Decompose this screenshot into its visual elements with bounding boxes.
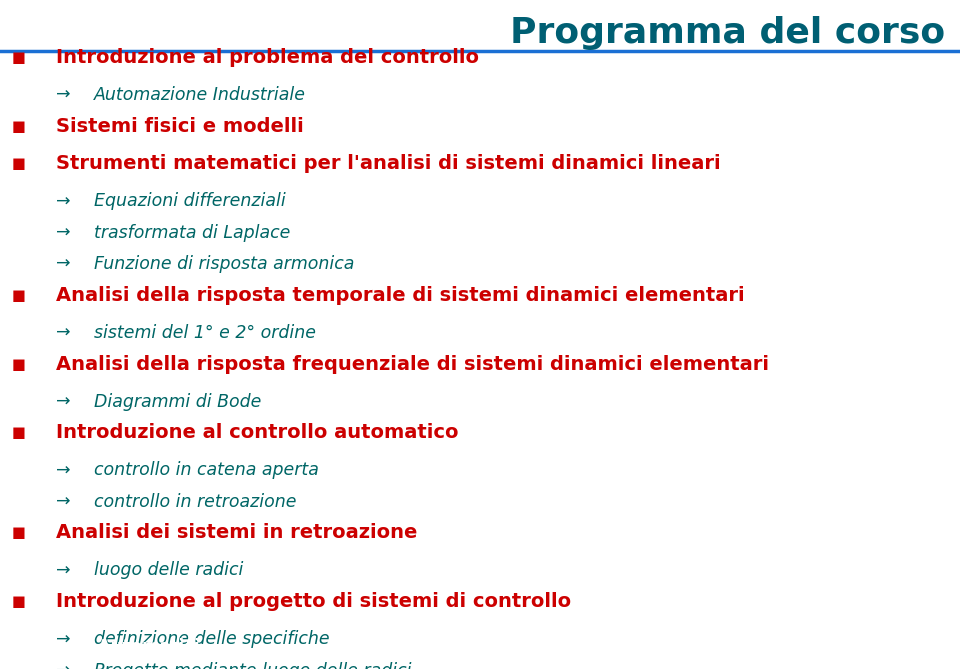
Text: Programma del corso: Programma del corso bbox=[511, 15, 946, 50]
Text: →: → bbox=[56, 561, 70, 579]
Text: Analisi dei sistemi in retroazione: Analisi dei sistemi in retroazione bbox=[56, 523, 417, 543]
Text: Analisi della risposta temporale di sistemi dinamici elementari: Analisi della risposta temporale di sist… bbox=[56, 286, 744, 305]
Text: →: → bbox=[56, 492, 70, 510]
Text: →: → bbox=[56, 462, 70, 480]
Text: ■: ■ bbox=[12, 525, 25, 541]
Text: Introduzione 4: Introduzione 4 bbox=[812, 638, 948, 656]
Text: →: → bbox=[56, 255, 70, 273]
Text: Introduzione al controllo automatico: Introduzione al controllo automatico bbox=[56, 423, 458, 442]
Text: ■: ■ bbox=[12, 357, 25, 371]
Text: definizione delle specifiche: definizione delle specifiche bbox=[94, 630, 329, 648]
Text: Diagrammi di Bode: Diagrammi di Bode bbox=[94, 393, 261, 411]
Text: controllo in catena aperta: controllo in catena aperta bbox=[94, 462, 319, 480]
Text: Funzione di risposta armonica: Funzione di risposta armonica bbox=[94, 255, 354, 273]
Text: →: → bbox=[56, 662, 70, 669]
Text: Strumenti matematici per l'analisi di sistemi dinamici lineari: Strumenti matematici per l'analisi di si… bbox=[56, 155, 720, 173]
Text: Controlli Automatici: Controlli Automatici bbox=[12, 638, 199, 656]
Text: →: → bbox=[56, 393, 70, 411]
Text: sistemi del 1° e 2° ordine: sistemi del 1° e 2° ordine bbox=[94, 324, 316, 342]
Text: ■: ■ bbox=[12, 119, 25, 134]
Text: →: → bbox=[56, 193, 70, 211]
Text: controllo in retroazione: controllo in retroazione bbox=[94, 492, 297, 510]
Text: Automazione Industriale: Automazione Industriale bbox=[94, 86, 306, 104]
Text: Equazioni differenziali: Equazioni differenziali bbox=[94, 193, 286, 211]
Text: ■: ■ bbox=[12, 288, 25, 303]
Text: trasformata di Laplace: trasformata di Laplace bbox=[94, 223, 291, 242]
Text: Analisi della risposta frequenziale di sistemi dinamici elementari: Analisi della risposta frequenziale di s… bbox=[56, 355, 769, 373]
Text: Introduzione al problema del controllo: Introduzione al problema del controllo bbox=[56, 48, 479, 67]
Text: ■: ■ bbox=[12, 157, 25, 171]
Text: ■: ■ bbox=[12, 425, 25, 440]
Text: →: → bbox=[56, 223, 70, 242]
Text: →: → bbox=[56, 630, 70, 648]
Text: ■: ■ bbox=[12, 50, 25, 65]
Text: Introduzione al progetto di sistemi di controllo: Introduzione al progetto di sistemi di c… bbox=[56, 592, 571, 611]
Text: →: → bbox=[56, 324, 70, 342]
Text: ■: ■ bbox=[12, 594, 25, 609]
Text: Progetto mediante luogo delle radici: Progetto mediante luogo delle radici bbox=[94, 662, 412, 669]
Text: →: → bbox=[56, 86, 70, 104]
Text: Sistemi fisici e modelli: Sistemi fisici e modelli bbox=[56, 117, 303, 136]
Text: luogo delle radici: luogo delle radici bbox=[94, 561, 244, 579]
